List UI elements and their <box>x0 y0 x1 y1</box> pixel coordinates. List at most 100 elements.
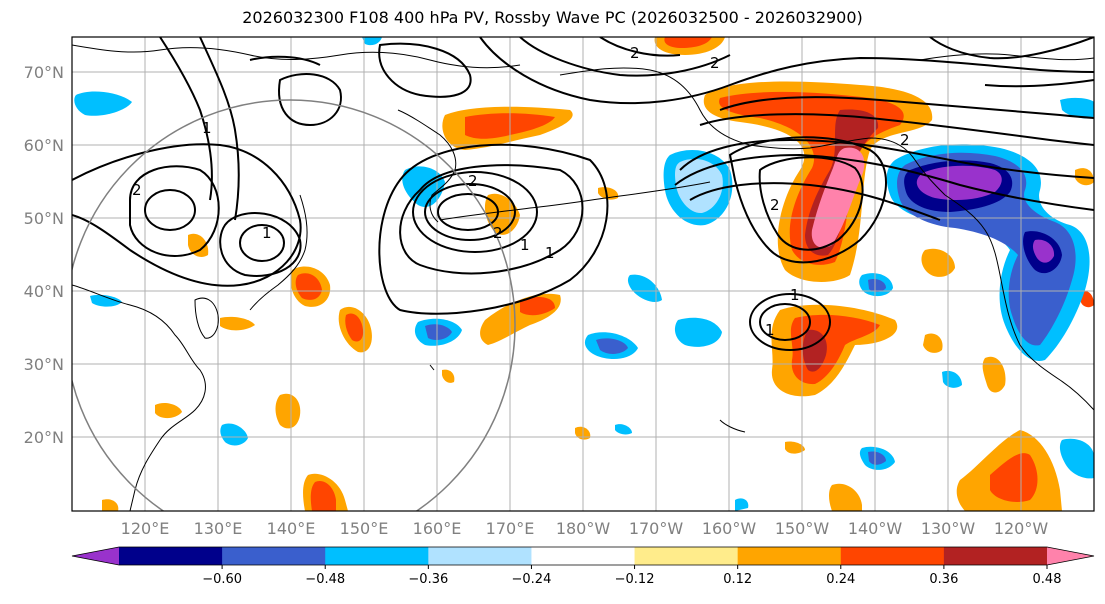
negative-anomaly-subtrop-h <box>942 370 962 388</box>
negative-anomaly-subtrop-j <box>90 294 122 307</box>
colorbar-segment <box>943 547 1048 565</box>
pv-contour-ne-2 <box>984 79 1094 88</box>
contour-label: 1 <box>545 244 555 262</box>
contour-label: 1 <box>520 236 530 254</box>
positive-anomaly-small-1 <box>923 333 943 353</box>
pv-contour-west-3 <box>72 143 302 287</box>
map-border <box>71 36 1095 512</box>
colorbar-tick-label: 0.36 <box>929 572 958 587</box>
lon-label-140e: 140°E <box>267 519 316 538</box>
negative-anomaly-bc-coast-core <box>916 165 1002 200</box>
colorbar-segment <box>222 547 326 565</box>
lon-label-140w: 140°W <box>848 519 903 538</box>
pv-contour-east-6 <box>728 136 887 264</box>
positive-anomaly-tropical-east-core <box>990 453 1038 502</box>
colorbar-extend-high <box>1047 547 1094 565</box>
pv-contours <box>72 37 1094 351</box>
positive-anomaly-gulf-alaska-peak <box>811 147 865 248</box>
negative-anomaly-subtrop-g <box>220 423 248 446</box>
negative-anomaly-subtrop-l <box>362 37 382 46</box>
pv-contour-pac-1 <box>249 55 321 66</box>
coastline-north-america <box>944 194 1094 411</box>
negative-anomaly-west-a <box>74 91 132 116</box>
lat-label-40n: 40°N <box>24 282 64 301</box>
colorbar-segment <box>737 547 842 565</box>
negative-anomaly-subtrop-e-core <box>868 451 886 465</box>
positive-anomaly-west-pacific-b-core <box>520 296 555 316</box>
lat-label-60n: 60°N <box>24 136 64 155</box>
pv-contour-ne-1 <box>929 37 1094 60</box>
coastline-canada-north <box>919 53 1094 61</box>
pv-contour-east-1 <box>679 138 1094 179</box>
lon-label-160e: 160°E <box>413 519 462 538</box>
positive-anomaly-small-6 <box>188 233 209 257</box>
gridlines <box>72 37 1094 511</box>
pv-contour-arctic-2 <box>479 37 1094 105</box>
colorbar: −0.60 −0.48 −0.36 −0.24 −0.12 0.12 0.24 0.36 0.4… <box>71 546 1095 587</box>
pv-contour-east-5 <box>699 113 1094 146</box>
lon-label-130w: 130°W <box>921 519 976 538</box>
pv-contour-low-1 <box>437 193 499 231</box>
negative-anomaly-subtrop-a-core <box>596 338 628 354</box>
pv-contour-arctic-3 <box>599 37 681 57</box>
lat-label-50n: 50°N <box>24 209 64 228</box>
positive-anomaly-baja <box>982 356 1006 393</box>
negative-anomaly-subtrop-b <box>674 317 722 347</box>
colorbar-outline <box>71 546 1095 566</box>
pv-contour-arctic-1 <box>519 37 731 77</box>
positive-anomaly-small-11 <box>102 499 119 511</box>
contour-label: 2 <box>493 224 503 242</box>
colorbar-tick-label: −0.24 <box>512 572 552 587</box>
negative-anomaly-subtrop-m <box>735 498 749 511</box>
pv-contour-cutoff-1 <box>759 303 811 341</box>
contour-label: 2 <box>630 44 640 62</box>
pv-contour-north-4 <box>378 42 472 98</box>
negative-anomaly-central-pacific-core <box>675 158 723 214</box>
negative-anomaly-subtrop-k <box>615 424 632 435</box>
lon-label-160w: 160°W <box>702 519 757 538</box>
colorbar-segment <box>428 547 532 565</box>
coastline-hawaii <box>719 419 746 433</box>
positive-anomaly-small-7 <box>785 441 805 454</box>
colorbar-tick-label: 0.12 <box>723 572 752 587</box>
colorbar-tick-label: −0.60 <box>202 572 242 587</box>
lat-label-70n: 70°N <box>24 63 64 82</box>
contour-labels: 2 2 1 1 2 1 2 1 2 1 1 2 2 <box>132 44 910 339</box>
colorbar-segment <box>840 547 945 565</box>
pv-contour-east-4 <box>719 96 1094 119</box>
contour-label: 1 <box>790 286 800 304</box>
negative-anomaly-inland-core <box>1032 239 1055 263</box>
pv-contour-west-2 <box>129 165 220 257</box>
positive-anomaly-japan-core <box>295 273 322 300</box>
positive-anomaly-tropical-central <box>829 483 862 511</box>
positive-anomaly-small-5 <box>220 316 255 331</box>
lon-label-120e: 120°E <box>121 519 170 538</box>
contour-label: 1 <box>262 224 272 242</box>
lon-label-120w: 120°W <box>994 519 1049 538</box>
contour-label: 1 <box>765 321 775 339</box>
lon-label-150w: 150°W <box>775 519 830 538</box>
pv-contour-west-5 <box>219 212 302 277</box>
negative-anomaly-west-c-core <box>425 324 452 340</box>
pv-contour-west-4 <box>239 224 285 262</box>
positive-anomaly-west-pacific-a-core <box>345 313 364 342</box>
pv-contour-west-1 <box>144 189 196 231</box>
contour-label: 2 <box>770 196 780 214</box>
longitude-labels: 120°E 130°E 140°E 150°E 160°E 170°E 180°… <box>121 519 1049 538</box>
pv-contour-low-4 <box>399 164 584 275</box>
lat-label-30n: 30°N <box>24 355 64 374</box>
positive-anomaly-small-3 <box>1080 290 1094 308</box>
pv-contour-low-5 <box>378 143 609 315</box>
map-title: 2026032300 F108 400 hPa PV, Rossby Wave … <box>242 8 863 27</box>
latitude-labels: 70°N 60°N 50°N 40°N 30°N 20°N <box>24 63 64 447</box>
pv-contour-low-2 <box>424 183 516 241</box>
pv-contour-east-3 <box>689 182 941 221</box>
colorbar-tick-label: −0.36 <box>408 572 448 587</box>
pv-contour-east-7 <box>758 156 864 251</box>
colorbar-segment <box>325 547 429 565</box>
positive-anomaly-ne-pacific <box>921 248 955 277</box>
positive-anomaly-small-4 <box>155 402 182 419</box>
positive-anomaly-subtropical-e-core <box>310 480 336 511</box>
colorbar-segment <box>634 547 739 565</box>
